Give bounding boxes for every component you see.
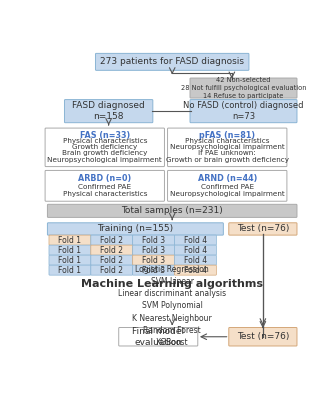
Text: Neuropsychological impairment: Neuropsychological impairment bbox=[47, 157, 162, 163]
FancyBboxPatch shape bbox=[49, 255, 91, 265]
FancyBboxPatch shape bbox=[49, 265, 91, 275]
Text: Training (n=155): Training (n=155) bbox=[97, 224, 173, 234]
FancyBboxPatch shape bbox=[91, 255, 133, 265]
Text: Fold 1: Fold 1 bbox=[58, 266, 81, 275]
Text: Growth or brain growth deficiency: Growth or brain growth deficiency bbox=[166, 157, 289, 163]
Text: Test (n=76): Test (n=76) bbox=[237, 224, 289, 234]
FancyBboxPatch shape bbox=[174, 235, 216, 245]
Text: No FASD (control) diagnosed
n=73: No FASD (control) diagnosed n=73 bbox=[183, 101, 304, 121]
Text: ARBD (n=0): ARBD (n=0) bbox=[78, 174, 131, 183]
Text: Fold 3: Fold 3 bbox=[142, 236, 165, 245]
FancyBboxPatch shape bbox=[133, 265, 174, 275]
Text: ARND (n=44): ARND (n=44) bbox=[198, 174, 257, 183]
Text: If PAE unknown:: If PAE unknown: bbox=[198, 150, 256, 156]
FancyBboxPatch shape bbox=[133, 255, 174, 265]
FancyBboxPatch shape bbox=[190, 78, 297, 98]
FancyBboxPatch shape bbox=[133, 245, 174, 255]
FancyBboxPatch shape bbox=[49, 245, 91, 255]
FancyBboxPatch shape bbox=[133, 235, 174, 245]
FancyBboxPatch shape bbox=[47, 204, 297, 218]
Text: Fold 4: Fold 4 bbox=[184, 256, 207, 265]
Text: Neuropsychological impairment: Neuropsychological impairment bbox=[170, 190, 285, 196]
Text: Growth deficiency: Growth deficiency bbox=[72, 144, 137, 150]
FancyBboxPatch shape bbox=[45, 128, 164, 166]
FancyBboxPatch shape bbox=[229, 328, 297, 346]
Text: Fold 4: Fold 4 bbox=[184, 236, 207, 245]
Text: FASD diagnosed
n=158: FASD diagnosed n=158 bbox=[72, 101, 145, 121]
Text: Fold 2: Fold 2 bbox=[100, 256, 123, 265]
Text: Neuropsychological impairment: Neuropsychological impairment bbox=[170, 144, 285, 150]
FancyBboxPatch shape bbox=[91, 245, 133, 255]
Text: 42 Non-selected
28 Not fulfill psychological evaluation
14 Refuse to participate: 42 Non-selected 28 Not fulfill psycholog… bbox=[181, 77, 306, 99]
Text: Physical characteristics: Physical characteristics bbox=[62, 138, 147, 144]
Text: Fold 2: Fold 2 bbox=[100, 236, 123, 245]
Text: Fold 3: Fold 3 bbox=[142, 266, 165, 275]
Text: Brain growth deficiency: Brain growth deficiency bbox=[62, 150, 148, 156]
FancyBboxPatch shape bbox=[174, 245, 216, 255]
Text: Fold 1: Fold 1 bbox=[58, 246, 81, 255]
Text: Total samples (n=231): Total samples (n=231) bbox=[121, 206, 223, 215]
Text: Confirmed PAE: Confirmed PAE bbox=[201, 184, 254, 190]
Text: Fold 4: Fold 4 bbox=[184, 266, 207, 275]
Text: Logistic Regression
SVM Linear
Linear discriminant analysis
SVM Polynomial
K Nea: Logistic Regression SVM Linear Linear di… bbox=[118, 265, 226, 347]
FancyBboxPatch shape bbox=[174, 255, 216, 265]
Text: Fold 2: Fold 2 bbox=[100, 246, 123, 255]
FancyBboxPatch shape bbox=[174, 265, 216, 275]
Text: pFAS (n=81): pFAS (n=81) bbox=[199, 130, 255, 140]
Text: Physical characteristics: Physical characteristics bbox=[62, 190, 147, 196]
Text: Final model
evaluation: Final model evaluation bbox=[132, 327, 184, 347]
Text: Fold 2: Fold 2 bbox=[100, 266, 123, 275]
Text: FAS (n=33): FAS (n=33) bbox=[80, 130, 130, 140]
Text: Test (n=76): Test (n=76) bbox=[237, 332, 289, 341]
Text: 273 patients for FASD diagnosis: 273 patients for FASD diagnosis bbox=[100, 57, 244, 66]
Text: Fold 1: Fold 1 bbox=[58, 236, 81, 245]
FancyBboxPatch shape bbox=[229, 223, 297, 235]
FancyBboxPatch shape bbox=[45, 170, 164, 201]
Text: Fold 3: Fold 3 bbox=[142, 246, 165, 255]
Text: Machine Learning algorithms: Machine Learning algorithms bbox=[81, 279, 263, 289]
FancyBboxPatch shape bbox=[168, 170, 287, 201]
FancyBboxPatch shape bbox=[49, 235, 91, 245]
FancyBboxPatch shape bbox=[91, 265, 133, 275]
Text: Physical characteristics: Physical characteristics bbox=[185, 138, 269, 144]
Text: Fold 4: Fold 4 bbox=[184, 246, 207, 255]
Text: Fold 1: Fold 1 bbox=[58, 256, 81, 265]
Text: Confirmed PAE: Confirmed PAE bbox=[78, 184, 131, 190]
FancyBboxPatch shape bbox=[168, 128, 287, 166]
FancyBboxPatch shape bbox=[119, 328, 198, 346]
FancyBboxPatch shape bbox=[190, 100, 297, 123]
Text: Fold 3: Fold 3 bbox=[142, 256, 165, 265]
FancyBboxPatch shape bbox=[91, 235, 133, 245]
FancyBboxPatch shape bbox=[47, 223, 223, 235]
FancyBboxPatch shape bbox=[65, 100, 153, 123]
FancyBboxPatch shape bbox=[95, 53, 249, 70]
